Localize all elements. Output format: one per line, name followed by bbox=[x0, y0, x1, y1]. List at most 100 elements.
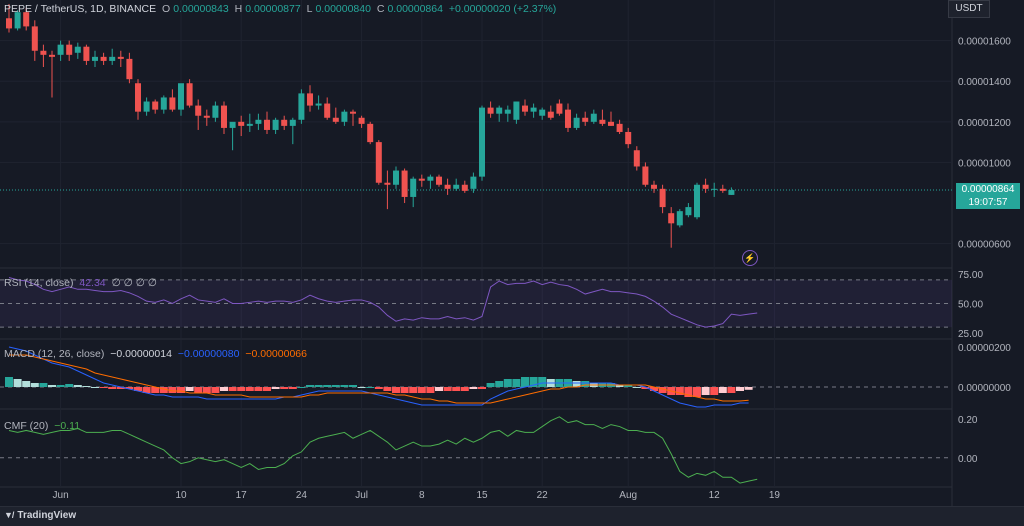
macd-histogram-bar bbox=[5, 377, 13, 387]
macd-histogram-bar bbox=[426, 387, 435, 393]
candle-body bbox=[367, 123, 374, 143]
candle-body bbox=[246, 123, 253, 126]
rsi-tick-label: 25.00 bbox=[958, 329, 983, 340]
macd-histogram-bar bbox=[134, 387, 142, 391]
macd-histogram-bar bbox=[220, 387, 228, 391]
macd-histogram-bar bbox=[314, 385, 323, 387]
candle-body bbox=[479, 107, 485, 177]
candle-body bbox=[100, 56, 107, 61]
macd-histogram-bar bbox=[521, 377, 529, 387]
candle-body bbox=[659, 188, 666, 208]
tradingview-logo[interactable]: ▼/TradingView bbox=[4, 510, 76, 521]
macd-histogram-bar bbox=[744, 387, 753, 390]
time-tick-label: 15 bbox=[476, 490, 488, 501]
candle-body bbox=[599, 119, 606, 124]
macd-histogram-bar bbox=[13, 379, 22, 387]
candle-body bbox=[221, 105, 227, 128]
macd-histogram-bar bbox=[263, 387, 271, 391]
candle-body bbox=[668, 213, 675, 224]
macd-histogram-bar bbox=[478, 387, 486, 389]
macd-histogram-bar bbox=[297, 387, 306, 388]
candle-body bbox=[49, 54, 55, 57]
cmf-line bbox=[8, 416, 758, 484]
macd-histogram-bar bbox=[245, 387, 254, 391]
macd-histogram-bar bbox=[323, 385, 332, 387]
candle-body bbox=[109, 56, 116, 61]
macd-histogram-bar bbox=[693, 387, 701, 397]
footer-bar: ▼/TradingView bbox=[0, 506, 1024, 526]
candle-body bbox=[212, 105, 219, 118]
candle-body bbox=[31, 26, 38, 51]
rsi-legend[interactable]: RSI (14, close) 42.34 ∅ ∅ ∅ ∅ bbox=[4, 277, 160, 289]
macd-line-value: −0.00000080 bbox=[177, 348, 240, 360]
candle-body bbox=[229, 121, 236, 128]
lightning-icon[interactable]: ⚡ bbox=[742, 250, 758, 266]
candle-body bbox=[694, 184, 700, 218]
open-label: O bbox=[162, 3, 171, 15]
macd-histogram-bar bbox=[357, 387, 366, 388]
candle-body bbox=[281, 119, 288, 126]
macd-histogram-bar bbox=[39, 383, 48, 387]
macd-histogram-bar bbox=[366, 387, 375, 388]
macd-histogram-bar bbox=[460, 387, 469, 391]
macd-histogram-bar bbox=[392, 387, 400, 393]
macd-histogram-bar bbox=[718, 387, 727, 393]
candle-body bbox=[608, 121, 614, 126]
macd-histogram-bar bbox=[125, 387, 134, 389]
cmf-title: CMF (20) bbox=[4, 420, 49, 432]
macd-histogram-bar bbox=[30, 383, 39, 387]
time-tick-label: 22 bbox=[537, 490, 549, 501]
candle-body bbox=[255, 119, 262, 124]
macd-signal-value: −0.00000066 bbox=[245, 348, 307, 360]
candle-body bbox=[264, 119, 270, 130]
candle-body bbox=[401, 170, 408, 197]
rsi-tick-label: 75.00 bbox=[958, 270, 983, 281]
macd-histogram-bar bbox=[228, 387, 237, 391]
macd-histogram-bar bbox=[331, 385, 340, 387]
rsi-title: RSI (14, close) bbox=[4, 277, 74, 289]
candle-body bbox=[633, 150, 640, 167]
macd-histogram-bar bbox=[512, 379, 521, 387]
macd-histogram-bar bbox=[581, 381, 590, 387]
macd-histogram-bar bbox=[572, 381, 581, 387]
candle-body bbox=[40, 50, 47, 55]
high-value: 0.00000877 bbox=[245, 3, 301, 15]
macd-histogram-bar bbox=[486, 383, 495, 387]
time-tick-label: 24 bbox=[296, 490, 308, 501]
rsi-extra: ∅ ∅ ∅ ∅ bbox=[111, 277, 157, 289]
symbol-label[interactable]: PEPE / TetherUS, 1D, BINANCE bbox=[4, 3, 157, 15]
candle-body bbox=[307, 93, 313, 106]
open-value: 0.00000843 bbox=[173, 3, 229, 15]
candle-body bbox=[203, 115, 210, 118]
macd-histogram-bar bbox=[710, 387, 719, 395]
last-price-value: 0.00000864 bbox=[961, 184, 1015, 195]
cmf-value: −0.11 bbox=[54, 420, 81, 432]
candle-body bbox=[702, 184, 709, 189]
macd-histogram-bar bbox=[177, 387, 185, 393]
cmf-tick-label: 0.20 bbox=[958, 415, 978, 426]
candle-body bbox=[393, 170, 399, 185]
macd-histogram-bar bbox=[736, 387, 744, 391]
cmf-legend[interactable]: CMF (20) −0.11 bbox=[4, 420, 83, 432]
candle-body bbox=[444, 184, 451, 189]
macd-histogram-bar bbox=[280, 387, 289, 389]
candle-body bbox=[565, 109, 571, 128]
candle-body bbox=[6, 18, 12, 29]
low-value: 0.00000840 bbox=[315, 3, 371, 15]
macd-signal-line bbox=[9, 354, 749, 404]
quote-currency-button[interactable]: USDT bbox=[948, 0, 990, 18]
macd-histogram-bar bbox=[159, 387, 168, 393]
macd-histogram-bar bbox=[56, 385, 65, 387]
candle-body bbox=[126, 58, 133, 80]
rsi-line bbox=[8, 276, 758, 328]
candle-body bbox=[625, 131, 632, 145]
macd-histogram-bar bbox=[684, 387, 693, 397]
macd-histogram-bar bbox=[349, 385, 357, 387]
macd-histogram-bar bbox=[443, 387, 452, 391]
candle-body bbox=[83, 46, 90, 61]
macd-histogram-bar bbox=[383, 387, 392, 391]
macd-legend[interactable]: MACD (12, 26, close) −0.00000014 −0.0000… bbox=[4, 348, 310, 360]
tradingview-wordmark: TradingView bbox=[17, 510, 77, 521]
candle-body bbox=[23, 12, 30, 27]
